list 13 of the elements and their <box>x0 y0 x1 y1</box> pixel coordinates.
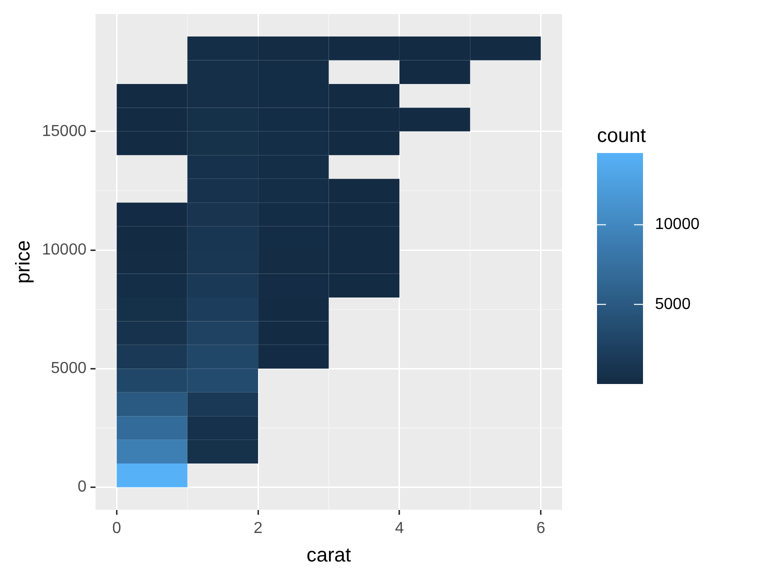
y-tick-label: 10000 <box>42 241 87 258</box>
x-tick-label: 0 <box>112 520 122 537</box>
x-axis-title: carat <box>306 544 352 567</box>
y-tick-label: 0 <box>78 478 87 496</box>
x-tick-label: 2 <box>254 520 263 537</box>
x-tick-label: 6 <box>536 520 546 537</box>
color-bar-label: 10000 <box>655 216 700 234</box>
y-axis-title: price <box>12 240 35 284</box>
y-tick-label: 15000 <box>42 122 87 140</box>
color-bar-title: count <box>597 125 646 147</box>
color-bar-label: 5000 <box>655 296 691 313</box>
y-tick-label: 5000 <box>50 360 87 378</box>
x-tick-label: 4 <box>394 520 404 537</box>
